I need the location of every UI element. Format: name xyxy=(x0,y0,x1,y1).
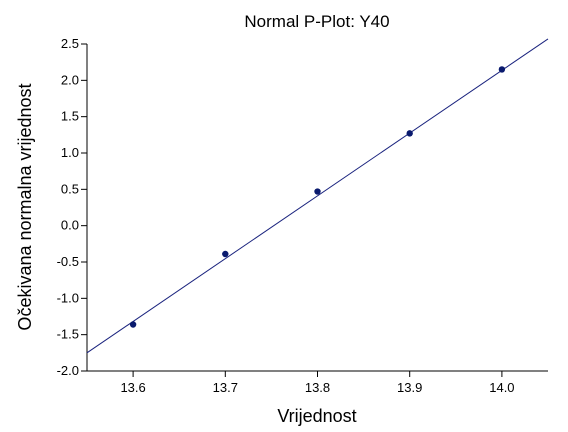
plot-frame xyxy=(86,44,548,372)
x-tick-label: 13.7 xyxy=(213,380,238,395)
x-tick-label: 13.6 xyxy=(120,380,145,395)
y-tick-label: 0.5 xyxy=(61,181,79,196)
reference-line xyxy=(86,38,549,354)
data-point xyxy=(222,250,229,258)
data-point xyxy=(129,321,137,328)
data-points xyxy=(129,66,506,328)
chart-title: Normal P-Plot: Y40 xyxy=(244,12,389,31)
y-tick-label: 1.5 xyxy=(61,109,79,124)
data-point xyxy=(406,130,413,137)
y-tick-label: 1.0 xyxy=(61,145,79,160)
x-tick-label: 14.0 xyxy=(489,380,514,395)
x-axis-ticks: 13.6 13.7 13.8 13.9 14.0 xyxy=(120,371,515,395)
y-axis-ticks: -2.0 -1.5 -1.0 -0.5 0.0 0.5 1.0 1.5 2.0 2.5 xyxy=(57,36,87,378)
data-point xyxy=(498,66,506,73)
y-tick-label: -1.0 xyxy=(57,290,79,305)
data-point xyxy=(314,188,321,195)
y-tick-label: 2.5 xyxy=(61,36,79,51)
y-tick-label: 2.0 xyxy=(61,72,79,87)
x-axis-title: Vrijednost xyxy=(277,406,356,426)
y-axis-title: Očekivana normalna vrijednost xyxy=(15,83,35,330)
x-tick-label: 13.9 xyxy=(397,380,422,395)
y-tick-label: -2.0 xyxy=(57,363,79,378)
y-tick-label: 0.0 xyxy=(61,218,79,233)
y-tick-label: -1.5 xyxy=(57,327,79,342)
x-tick-label: 13.8 xyxy=(305,380,330,395)
y-tick-label: -0.5 xyxy=(57,254,79,269)
reference-line-group xyxy=(86,38,549,354)
